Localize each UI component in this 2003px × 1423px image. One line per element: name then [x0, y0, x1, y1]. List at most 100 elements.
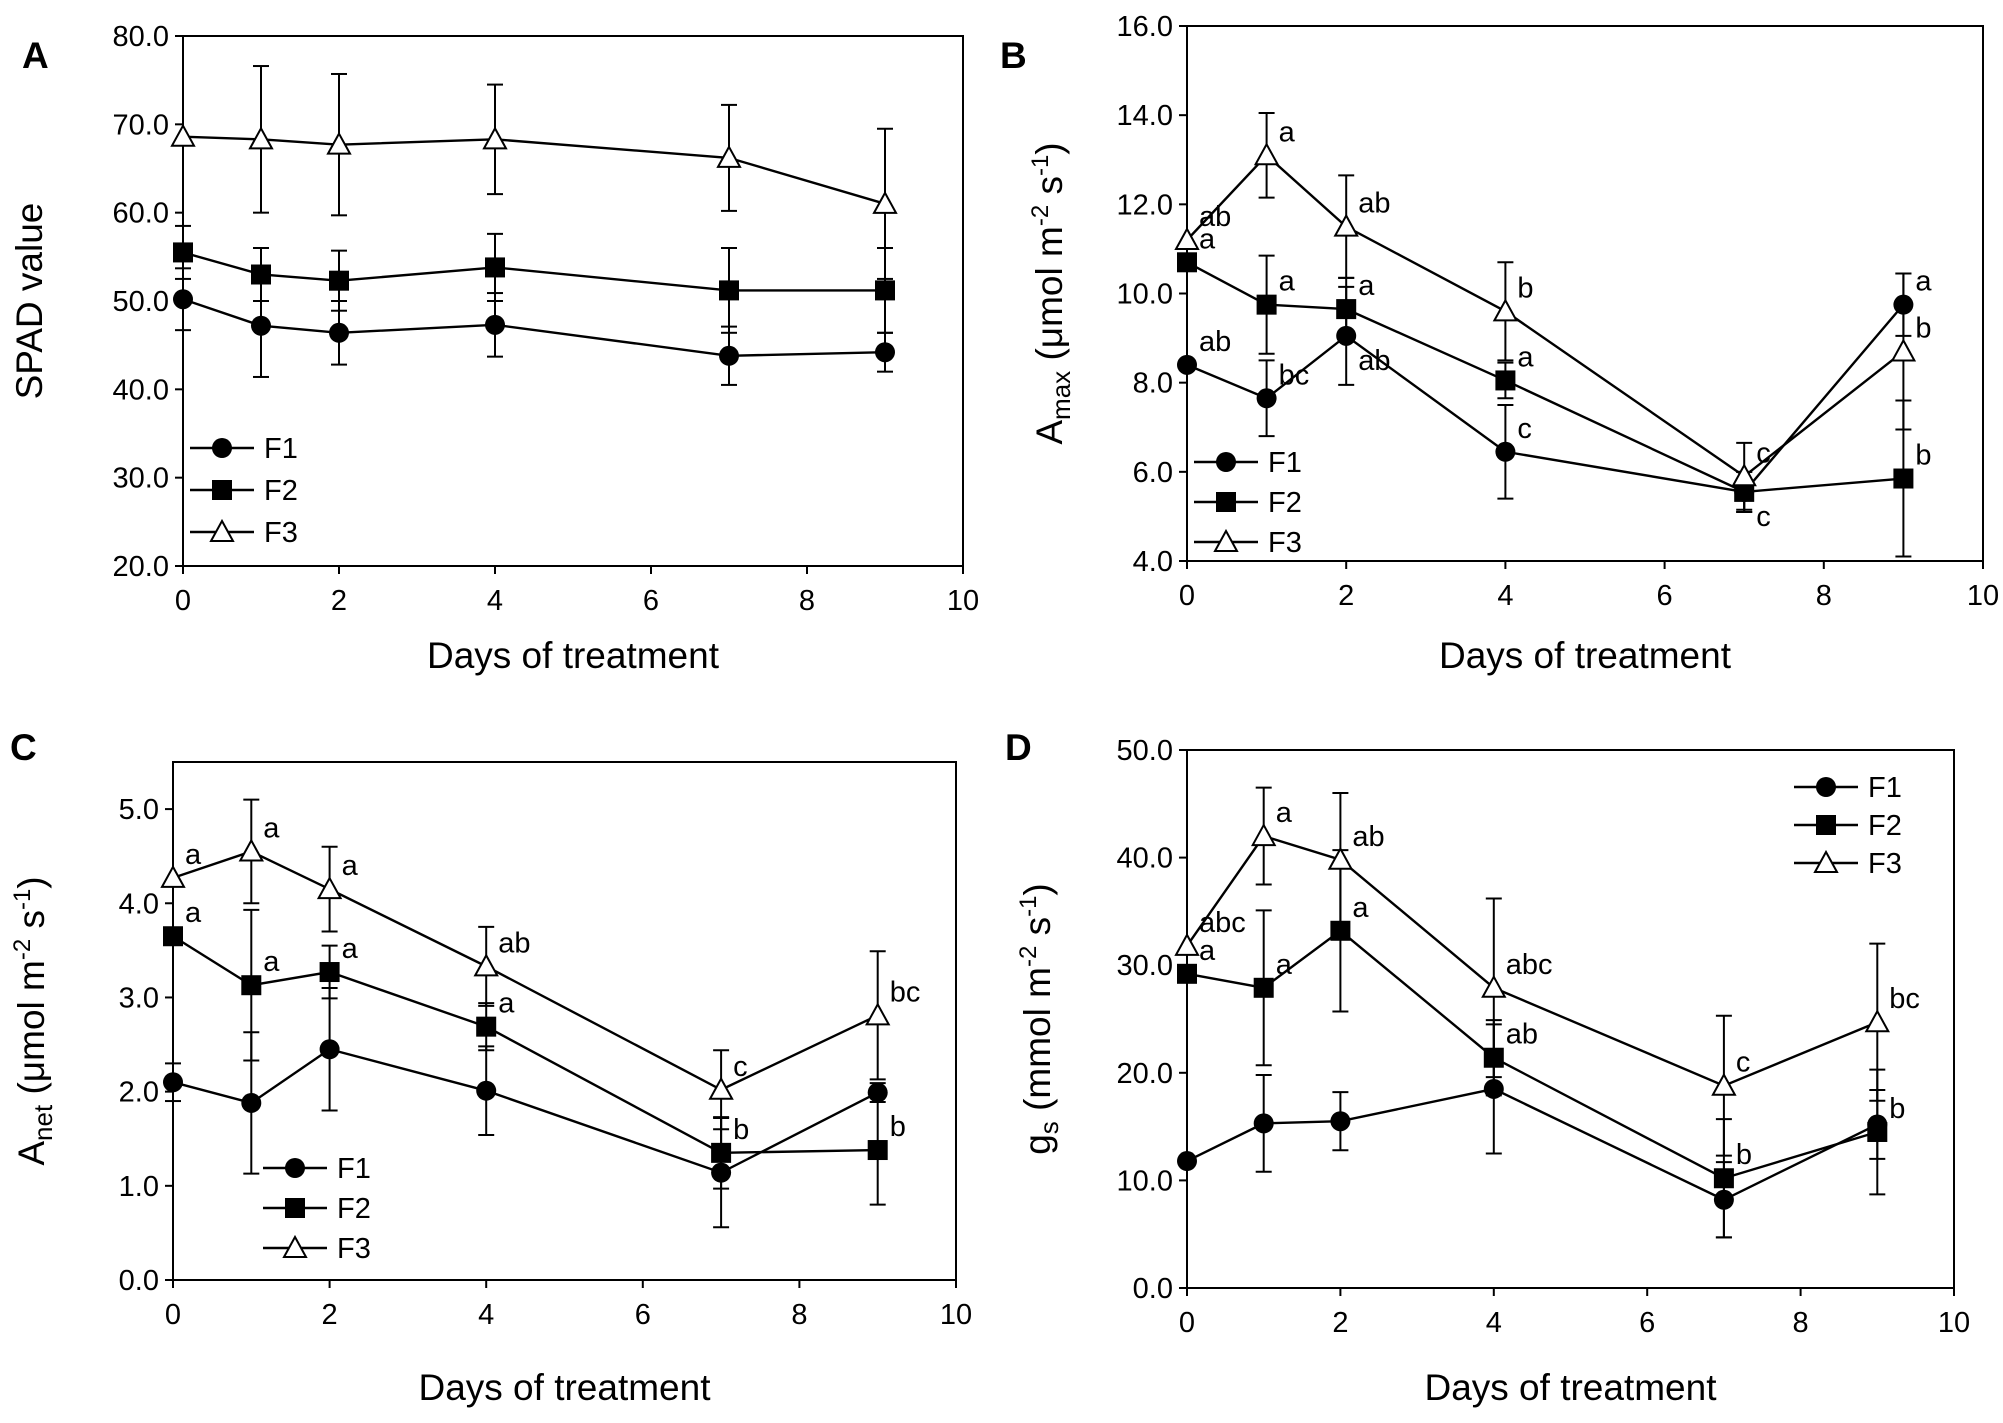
panel-c: C 0.0 1.0 2.0 3.0 4.0 5.0 0 2 4 6 8 10 Days of treatm… [9, 727, 972, 1408]
x-tick-label: 0 [1179, 580, 1195, 612]
y-tick-label: 8.0 [1133, 368, 1173, 400]
x-tick-label: 4 [1497, 580, 1513, 612]
legend-marker [282, 1234, 308, 1258]
legend-marker [1816, 777, 1836, 797]
data-point [485, 314, 505, 335]
legend-marker [1216, 492, 1236, 512]
y-tick-label: 50.0 [1117, 735, 1173, 767]
data-point [473, 953, 499, 977]
data-point [251, 315, 271, 336]
series-line [172, 935, 878, 1155]
legend-marker [212, 480, 232, 500]
y-tick-label: 40.0 [1117, 843, 1173, 875]
y-tick-label: 5.0 [119, 794, 159, 826]
significance-letter: a [263, 812, 280, 844]
legend-label: F2 [1268, 487, 1302, 519]
data-point [1495, 441, 1516, 462]
y-tick-label: 10.0 [1117, 279, 1173, 311]
legend-marker [285, 1198, 305, 1218]
data-point [865, 1002, 891, 1026]
significance-letter: a [1279, 116, 1296, 148]
x-tick-label: 6 [635, 1299, 651, 1331]
x-tick-label: 8 [1793, 1307, 1809, 1339]
y-tick-label: 4.0 [119, 888, 159, 920]
y-axis-label-sup: -1 [1027, 155, 1054, 176]
y-axis-label-close: ) [11, 876, 52, 888]
data-point [163, 926, 183, 947]
significance-letter: a [1276, 949, 1293, 981]
data-point [875, 342, 895, 363]
significance-letter: a [1279, 266, 1296, 298]
significance-letter: ab [1358, 188, 1390, 220]
y-axis-label-main: SPAD value [9, 203, 50, 400]
y-tick-label: 0.0 [119, 1265, 159, 1297]
y-tick-label: 0.0 [1133, 1273, 1173, 1305]
series-f3 [170, 65, 898, 280]
significance-letter: a [1276, 797, 1293, 829]
y-axis-label: gs (mmol m-2 s-1) [1015, 883, 1064, 1155]
y-tick-label: 4.0 [1133, 546, 1173, 578]
data-point [329, 322, 349, 343]
data-point [1177, 252, 1197, 273]
data-point [1256, 294, 1277, 315]
data-point [238, 838, 264, 862]
y-axis-label-close: ) [1017, 883, 1058, 895]
y-axis-label-sub: s [1034, 1121, 1064, 1134]
y-tick-label: 16.0 [1117, 11, 1173, 43]
data-point [1253, 142, 1280, 166]
series-f1 [163, 987, 888, 1229]
plot-frame [1186, 749, 1955, 1289]
y-axis-label-unit: s [1017, 917, 1058, 946]
legend-label: F3 [1268, 527, 1302, 559]
data-point [1495, 370, 1516, 391]
significance-letter: ab [1352, 821, 1384, 853]
series-line [182, 135, 886, 205]
data-point [319, 1039, 340, 1060]
data-point [867, 1140, 888, 1161]
legend-label: F3 [264, 517, 298, 549]
x-tick-label: 0 [1179, 1307, 1195, 1339]
y-tick-label: 20.0 [1117, 1058, 1173, 1090]
significance-letter: c [733, 1051, 748, 1083]
x-tick-label: 10 [1967, 580, 1999, 612]
significance-letter: b [1736, 1139, 1752, 1171]
data-point [173, 289, 193, 310]
significance-letter: c [1756, 501, 1771, 533]
y-axis-label-unit: (μmol m [11, 960, 52, 1105]
significance-letter: ab [498, 927, 530, 959]
legend-label: F1 [337, 1153, 371, 1185]
y-tick-label: 30.0 [1117, 950, 1173, 982]
data-point [160, 864, 186, 888]
significance-letter: a [263, 946, 280, 978]
significance-letter: b [1889, 1093, 1905, 1125]
y-axis-label-sup: -2 [1015, 946, 1042, 967]
data-point [1890, 338, 1917, 362]
data-point [326, 131, 352, 155]
x-tick-label: 2 [1332, 1307, 1348, 1339]
data-point [1330, 1111, 1351, 1132]
significance-letter: bc [1889, 983, 1920, 1015]
y-axis-label-main: A [1029, 420, 1070, 445]
data-point [248, 126, 274, 150]
y-tick-label: 6.0 [1133, 457, 1173, 489]
data-point [1177, 963, 1197, 984]
legend-marker [285, 1158, 305, 1178]
data-point [716, 144, 742, 168]
series-line [1186, 303, 1905, 494]
y-tick-label: 70.0 [113, 109, 169, 141]
x-axis-label: Days of treatment [418, 1367, 711, 1408]
y-tick-label: 60.0 [113, 198, 169, 230]
y-tick-label: 12.0 [1117, 189, 1173, 221]
legend-marker [209, 518, 235, 542]
data-point [1713, 1168, 1734, 1189]
panel-label: C [10, 727, 37, 768]
significance-letter: a [1517, 341, 1534, 373]
data-point [1177, 1151, 1197, 1172]
y-axis-label: SPAD value [9, 203, 50, 400]
series-f2 [173, 224, 895, 334]
data-point [1336, 299, 1357, 320]
significance-letter: ab [1199, 201, 1231, 233]
data-point [482, 126, 508, 150]
y-tick-label: 80.0 [113, 21, 169, 53]
y-axis-label-sup: -1 [9, 889, 36, 910]
